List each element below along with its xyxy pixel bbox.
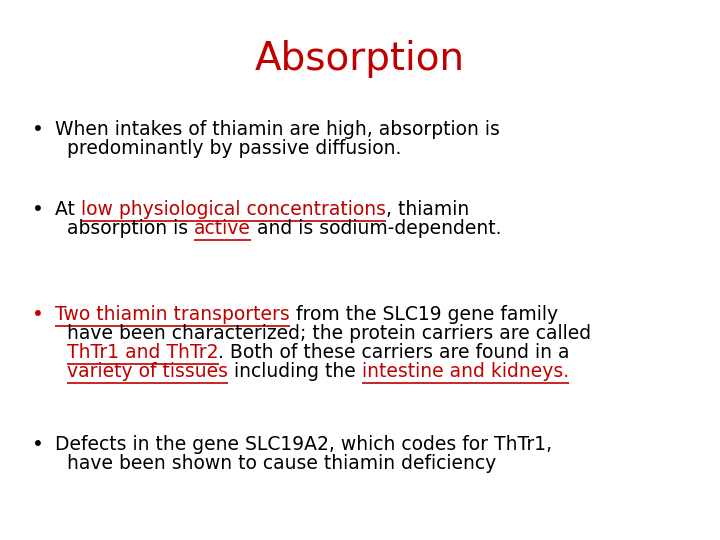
Text: When intakes of thiamin are high, absorption is: When intakes of thiamin are high, absorp… [55,120,500,139]
Text: low physiological concentrations: low physiological concentrations [81,200,386,219]
Text: •: • [32,200,44,219]
Text: ThTr1 and ThTr2: ThTr1 and ThTr2 [67,343,218,362]
Text: have been characterized; the protein carriers are called: have been characterized; the protein car… [67,324,591,343]
Text: have been shown to cause thiamin deficiency: have been shown to cause thiamin deficie… [67,454,496,473]
Text: intestine and kidneys.: intestine and kidneys. [361,362,569,381]
Text: Defects in the gene SLC19A2, which codes for ThTr1,: Defects in the gene SLC19A2, which codes… [55,435,552,454]
Text: •: • [32,305,44,324]
Text: •: • [32,435,44,454]
Text: . Both of these carriers are found in a: . Both of these carriers are found in a [218,343,570,362]
Text: including the: including the [228,362,361,381]
Text: •: • [32,120,44,139]
Text: At: At [55,200,81,219]
Text: active: active [194,219,251,238]
Text: , thiamin: , thiamin [386,200,469,219]
Text: variety of tissues: variety of tissues [67,362,228,381]
Text: Two thiamin transporters: Two thiamin transporters [55,305,289,324]
Text: and is sodium-dependent.: and is sodium-dependent. [251,219,502,238]
Text: predominantly by passive diffusion.: predominantly by passive diffusion. [67,139,401,158]
Text: Absorption: Absorption [255,40,465,78]
Text: from the SLC19 gene family: from the SLC19 gene family [289,305,558,324]
Text: absorption is: absorption is [67,219,194,238]
